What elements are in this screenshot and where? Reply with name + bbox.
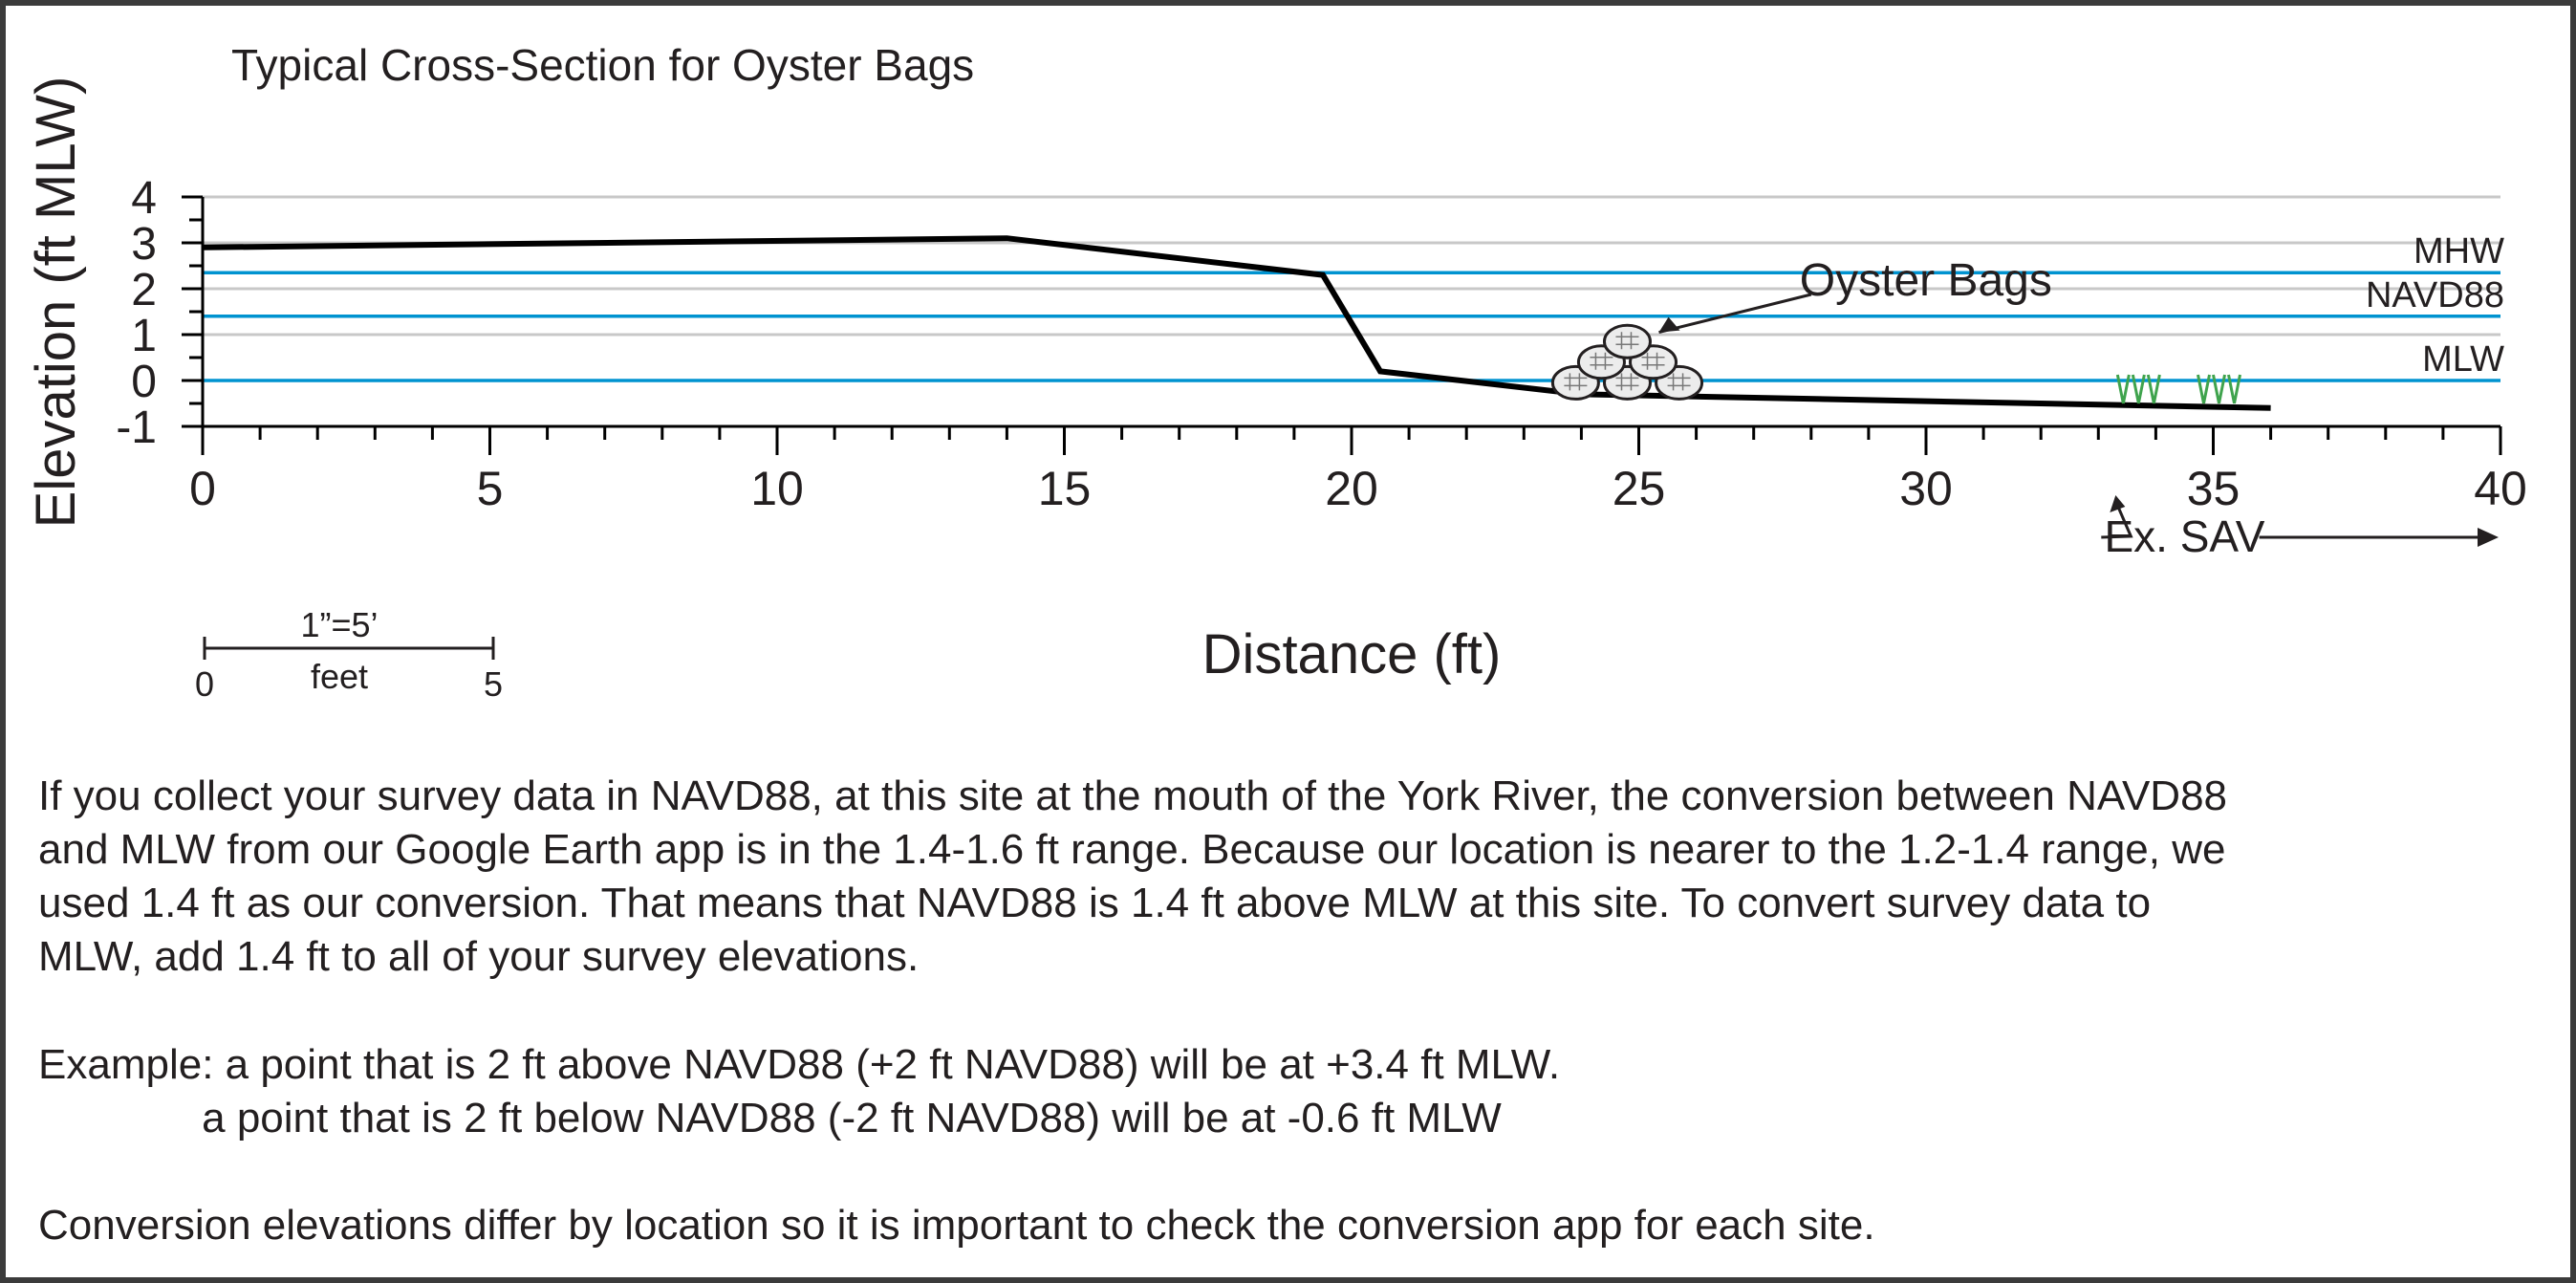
- example-line-2: a point that is 2 ft below NAVD88 (-2 ft…: [38, 1095, 1502, 1142]
- x-tick-label: 40: [2474, 462, 2527, 515]
- oyster-bag-mesh: [1564, 373, 1588, 391]
- x-tick-label: 5: [477, 462, 504, 515]
- example-line-1: Example: a point that is 2 ft above NAVD…: [38, 1041, 1561, 1088]
- text-line-1: If you collect your survey data in NAVD8…: [38, 772, 2228, 819]
- x-tick-label: 30: [1899, 462, 1953, 515]
- sav-left-arrow: [2101, 500, 2133, 539]
- scale-start: 0: [195, 664, 214, 704]
- x-tick-label: 0: [189, 462, 216, 515]
- text-line-2: and MLW from our Google Earth app is in …: [38, 826, 2226, 873]
- x-tick-label: 35: [2187, 462, 2240, 515]
- y-tick-label: 1: [131, 311, 157, 361]
- reference-label-navd88: NAVD88: [2366, 275, 2504, 315]
- sav-grass-icon: [2115, 374, 2161, 404]
- sav-grass-icon: [2197, 374, 2241, 404]
- y-tick-label: -1: [116, 402, 157, 453]
- oyster-bag-mesh: [1590, 352, 1613, 370]
- text-line-4: MLW, add 1.4 ft to all of your survey el…: [38, 933, 920, 980]
- oyster-bags-arrowhead: [1658, 316, 1680, 333]
- x-tick-label: 15: [1038, 462, 1092, 515]
- sav-right-arrowhead: [2478, 528, 2499, 547]
- x-tick-label: 10: [750, 462, 804, 515]
- oyster-bag-mesh: [1615, 373, 1639, 391]
- reference-label-mhw: MHW: [2414, 231, 2504, 272]
- y-tick-label: 2: [131, 265, 157, 315]
- x-tick-label: 20: [1325, 462, 1378, 515]
- closing-text: Conversion elevations differ by location…: [38, 1202, 1875, 1249]
- y-axis-title: Elevation (ft MLW): [25, 76, 87, 529]
- y-tick-label: 4: [131, 173, 157, 224]
- cross-section-diagram: Typical Cross-Section for Oyster Bags MH…: [25, 40, 2527, 704]
- sav-left-arrowhead: [2110, 495, 2126, 512]
- y-tick-label: 3: [131, 219, 157, 270]
- oyster-bags-label: Oyster Bags: [1800, 255, 2052, 306]
- oyster-bag: [1602, 323, 1652, 359]
- scale-end: 5: [484, 664, 503, 704]
- oyster-bag-mesh: [1641, 352, 1665, 370]
- text-line-3: used 1.4 ft as our conversion. That mean…: [38, 880, 2152, 926]
- x-axis-title: Distance (ft): [1202, 623, 1502, 685]
- scale-unit: feet: [311, 657, 368, 696]
- diagram-title: Typical Cross-Section for Oyster Bags: [231, 40, 974, 90]
- scale-ratio: 1”=5’: [300, 605, 378, 644]
- ground-profile-line: [202, 235, 2271, 411]
- oyster-bags-arrow: [1658, 293, 1812, 335]
- oyster-bag-mesh: [1615, 332, 1639, 350]
- y-tick-label: 0: [131, 357, 157, 407]
- reference-label-mlw: MLW: [2422, 339, 2504, 380]
- x-tick-label: 25: [1613, 462, 1666, 515]
- oyster-bag-mesh: [1667, 373, 1691, 391]
